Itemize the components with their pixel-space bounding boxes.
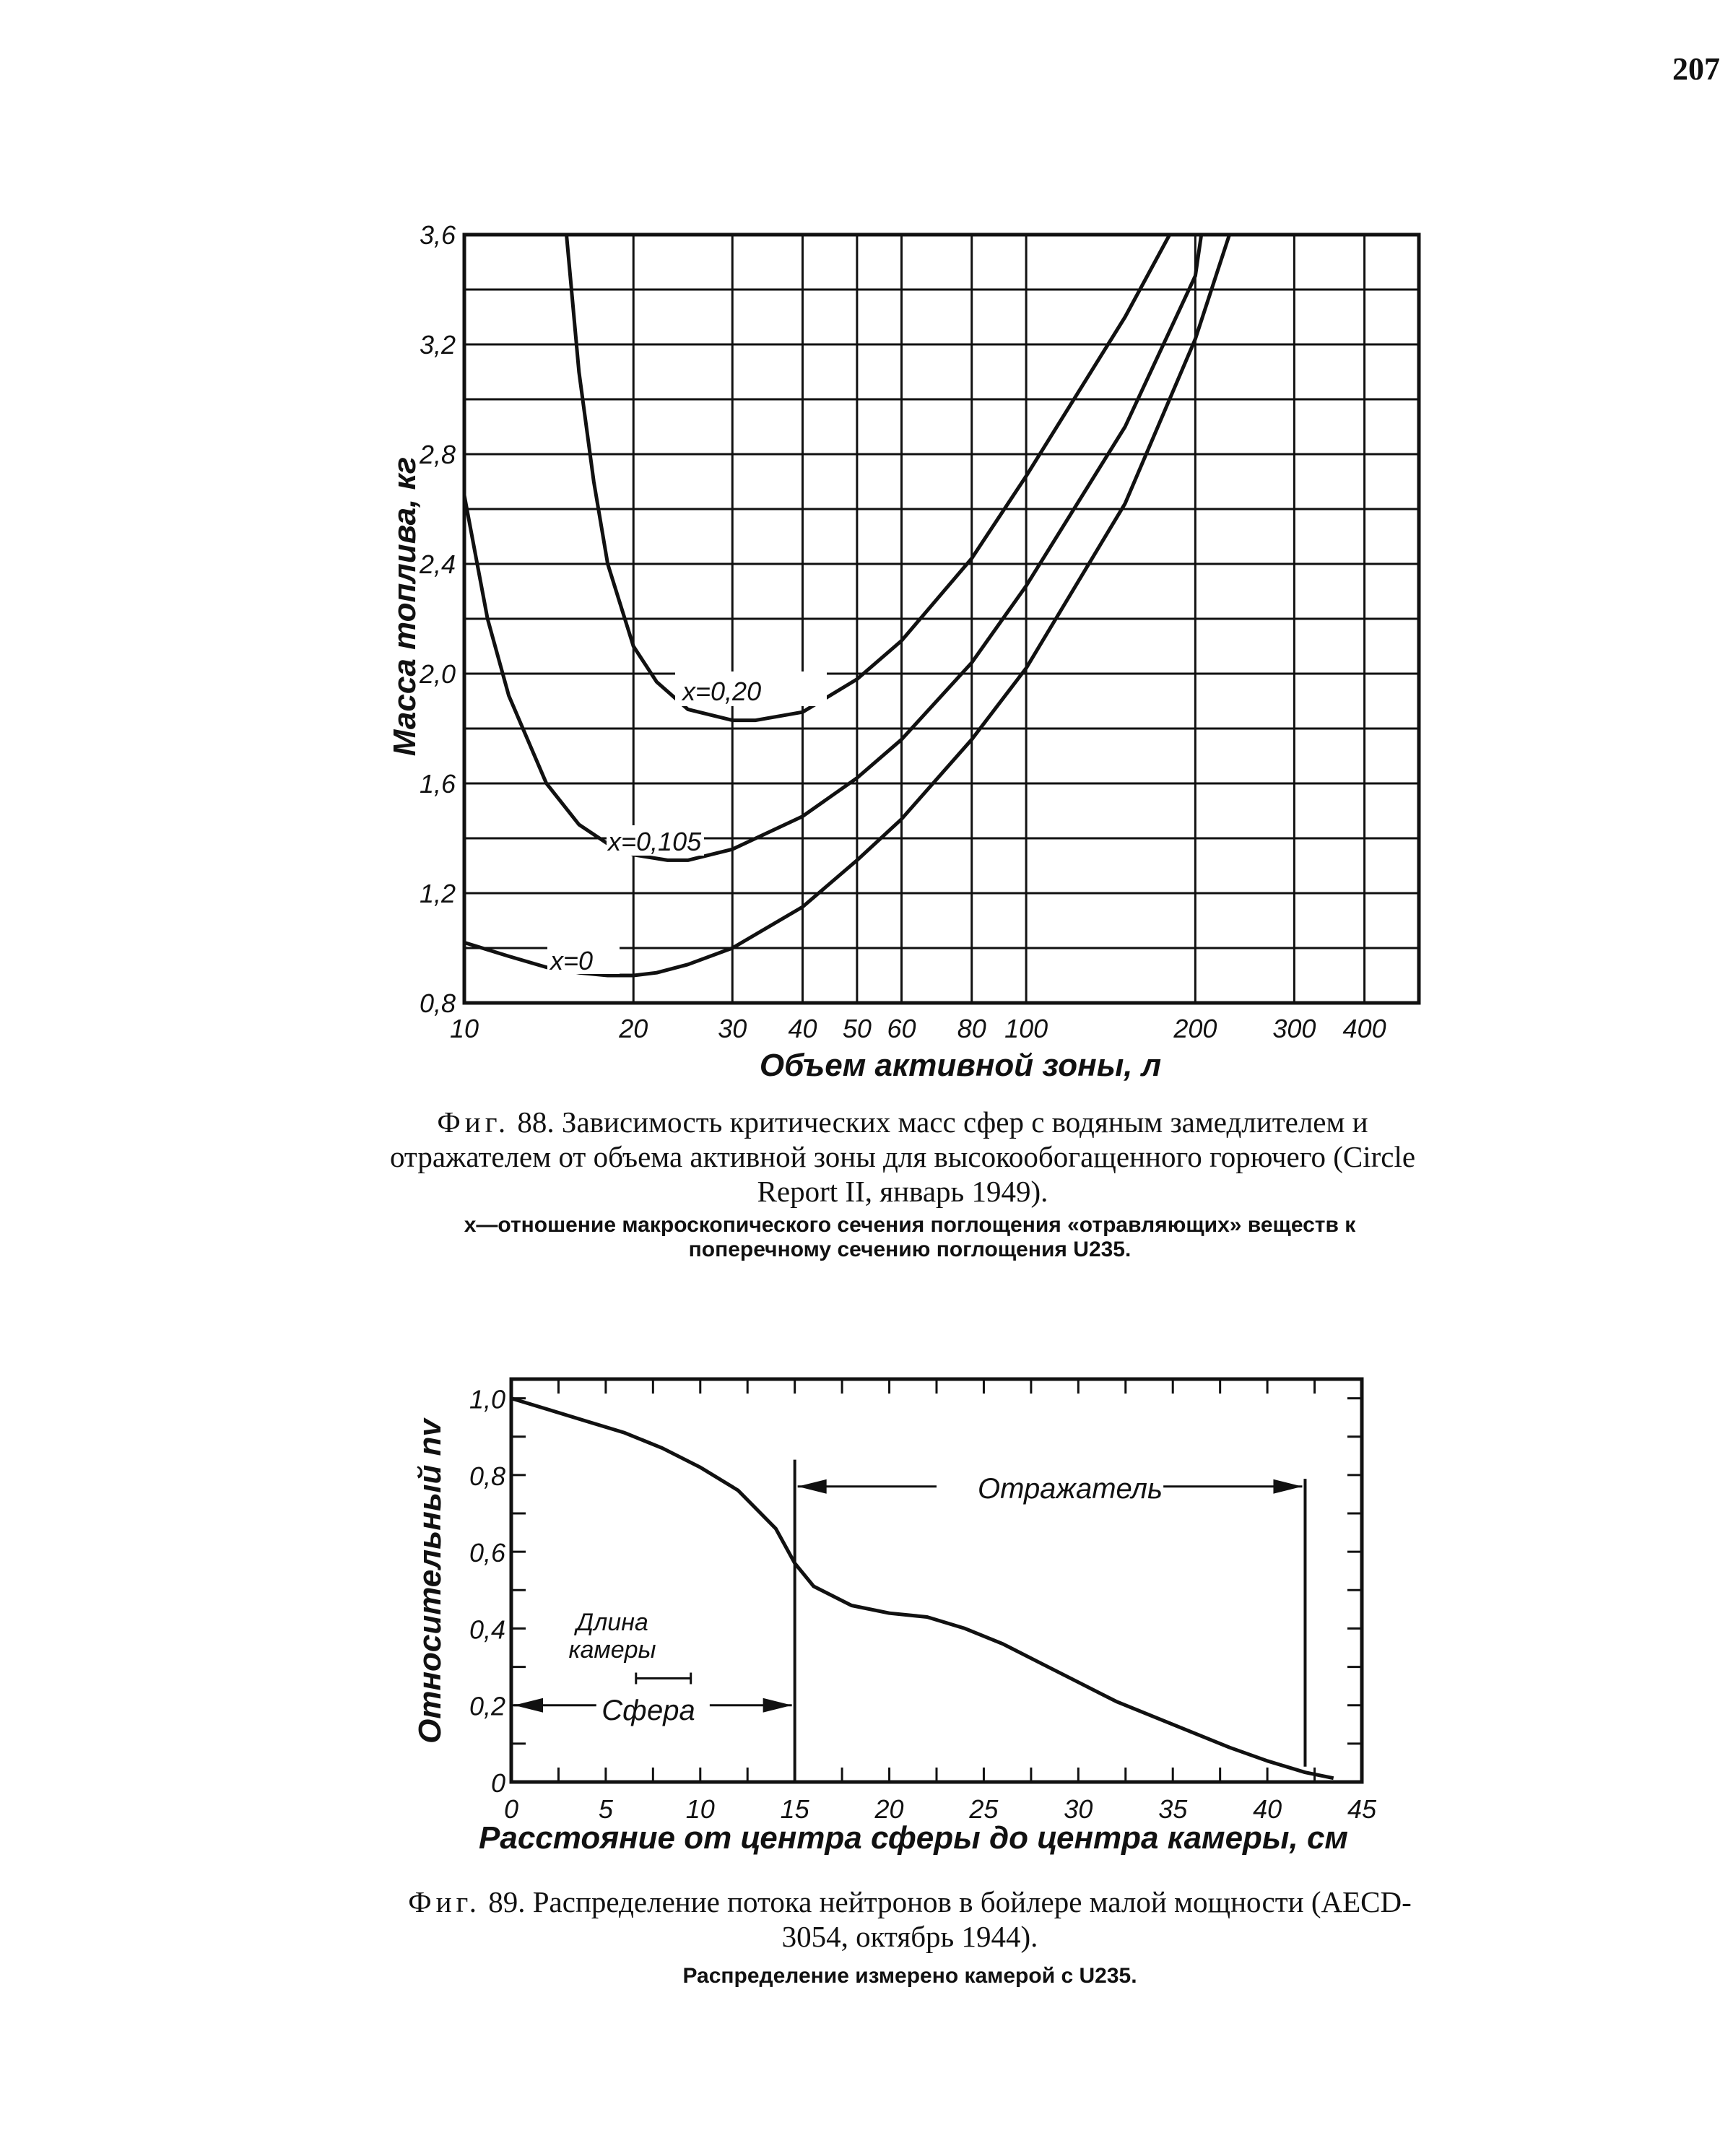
x-tick-label: 40 [788,1014,817,1043]
y-tick-label: 2,4 [419,549,456,579]
label-x0: x=0 [547,944,620,975]
figure-88-caption: Фиг. 88. Зависимость критических масс сф… [361,1105,1444,1209]
x-tick-labels: 0 5 10 15 20 25 30 35 40 45 [504,1794,1377,1824]
x-tick-label: 400 [1343,1014,1386,1043]
y-axis-title: Масса топлива, кг [387,457,422,757]
x-tick-label: 30 [718,1014,747,1043]
x-axis-title: Объем активной зоны, л [760,1048,1161,1083]
y-tick-label: 0,8 [469,1461,505,1491]
arrowhead [514,1698,543,1713]
series-group [462,233,1231,978]
x-tick-label: 20 [874,1794,904,1824]
caption-label: Фиг. [437,1105,511,1139]
grid-lines [464,235,1420,1003]
curve-label-x0: x=0 [549,946,593,975]
y-tick-label: 2,8 [419,440,456,469]
x-tick-label: 15 [781,1794,810,1824]
x-tick-label: 100 [1004,1014,1048,1043]
x-tick-label: 50 [843,1014,872,1043]
y-tick-label: 1,6 [420,769,456,799]
series-line [511,1396,1334,1781]
series-group [511,1396,1334,1781]
figure-88-chart: 10 20 30 40 50 60 80 100 200 300 400 0,8 1,2 1,6 2,0 2… [387,220,1421,1083]
plot-frame [462,232,1421,1005]
x-tick-label: 45 [1347,1794,1377,1824]
x-tick-label: 10 [450,1014,479,1043]
chamber-length-label: Длина камеры [568,1609,656,1664]
y-axis-title: Относительный nv [412,1417,448,1744]
y-tick-label: 3,2 [420,330,456,360]
arrowhead [1273,1479,1303,1494]
caption-label: Фиг. [408,1885,481,1918]
curve-label-x0105: x=0,105 [607,827,702,856]
caption-number: 88. [517,1105,555,1139]
y-tick-label: 0,8 [420,988,456,1018]
y-tick-label: 0,6 [469,1538,506,1568]
figure-89-caption: Фиг. 89. Распределение потока нейтронов … [404,1885,1415,1954]
x-tick-label: 80 [957,1014,986,1043]
series-line [565,233,1171,723]
label-x0105: x=0,105 [607,825,704,856]
x-axis-title: Расстояние от центра сферы до центра кам… [479,1820,1348,1856]
figure-89-chart: 0 5 10 15 20 25 30 35 40 45 0 0,2 0,4 0,6 0,8 1,0 Отра… [412,1377,1377,1856]
x-tick-label: 20 [618,1014,648,1043]
caption-text: Распределение потока нейтронов в бойлере… [532,1885,1412,1953]
x-tick-labels: 10 20 30 40 50 60 80 100 200 300 400 [450,1014,1386,1043]
arrowhead [763,1698,792,1713]
figure-88-note: x—отношение макроскопического сечения по… [464,1213,1356,1261]
reflector-label: Отражатель [978,1473,1163,1505]
y-tick-label: 2,0 [419,659,456,689]
label-x020: x=0,20 [675,671,827,706]
x-tick-label: 25 [968,1794,999,1824]
y-tick-label: 1,0 [469,1385,505,1414]
arrowhead [797,1479,827,1494]
figure-89-note: Распределение измерено камерой с U235. [682,1964,1137,1988]
series-line [462,234,1204,862]
series-line [464,234,1231,978]
x-tick-label: 200 [1173,1014,1217,1043]
y-tick-label: 1,2 [420,879,456,908]
y-tick-label: 0 [491,1768,505,1798]
sphere-label: Сфера [601,1695,695,1726]
x-tick-label: 30 [1064,1794,1093,1824]
x-tick-label: 0 [504,1794,518,1824]
caption-number: 89. [488,1885,526,1918]
x-tick-label: 35 [1158,1794,1188,1824]
y-tick-labels: 0,8 1,2 1,6 2,0 2,4 2,8 3,2 3,6 [419,220,456,1018]
y-tick-labels: 0 0,2 0,4 0,6 0,8 1,0 [469,1385,506,1798]
y-tick-label: 0,4 [469,1614,505,1644]
x-tick-label: 60 [887,1014,916,1043]
x-tick-label: 10 [686,1794,715,1824]
y-tick-label: 0,2 [469,1692,505,1721]
caption-text: Зависимость критических масс сфер с водя… [389,1105,1416,1208]
y-tick-label: 3,6 [420,220,456,250]
annotations [514,1459,1307,1782]
x-tick-label: 300 [1272,1014,1316,1043]
x-tick-label: 40 [1253,1794,1282,1824]
x-tick-label: 5 [599,1794,614,1824]
page-number: 207 [1672,51,1720,87]
curve-label-x020: x=0,20 [681,677,761,706]
